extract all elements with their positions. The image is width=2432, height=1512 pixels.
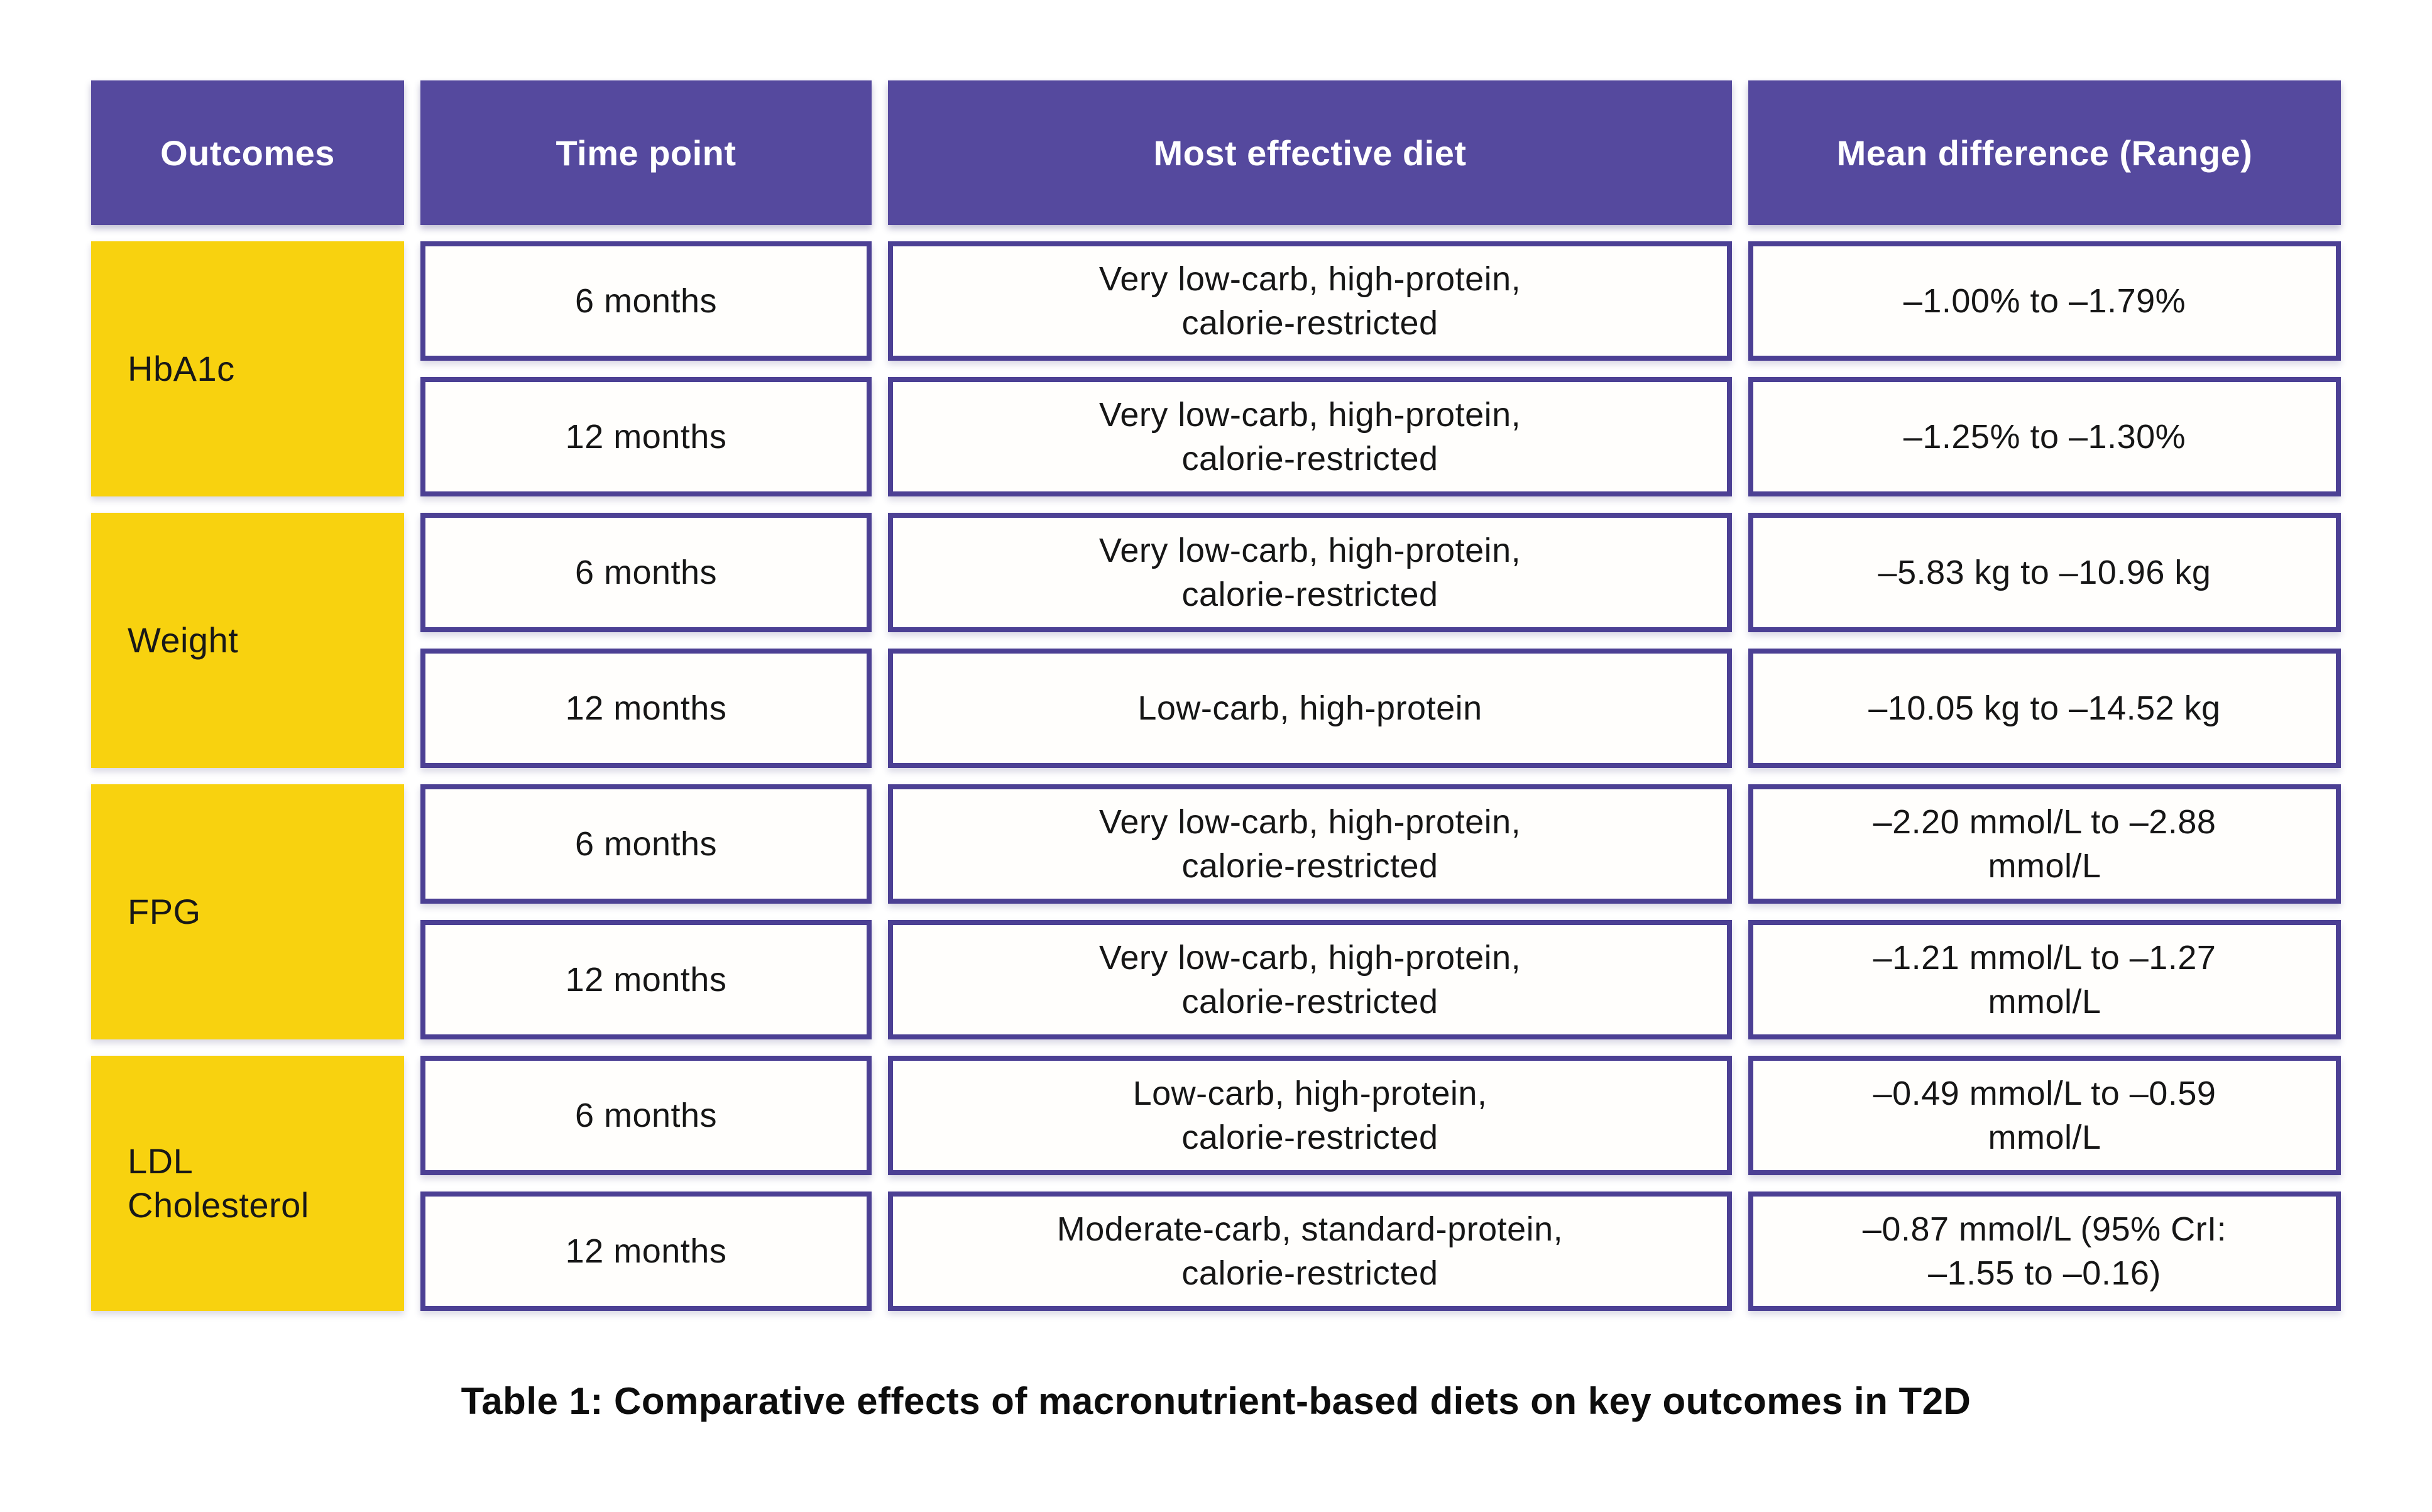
header-most-effective-diet: Most effective diet — [888, 80, 1732, 225]
cell-weight-6m-time: 6 months — [420, 513, 872, 632]
cell-weight-6m-diet: Very low-carb, high-protein, calorie-res… — [888, 513, 1732, 632]
cell-hba1c-6m-range: –1.00% to –1.79% — [1748, 241, 2341, 361]
header-time-point: Time point — [420, 80, 872, 225]
cell-ldl-12m-range: –0.87 mmol/L (95% CrI: –1.55 to –0.16) — [1748, 1192, 2341, 1311]
cell-ldl-6m-range: –0.49 mmol/L to –0.59 mmol/L — [1748, 1056, 2341, 1175]
cell-weight-12m-time: 12 months — [420, 649, 872, 768]
cell-fpg-6m-diet: Very low-carb, high-protein, calorie-res… — [888, 784, 1732, 904]
header-mean-difference-range: Mean difference (Range) — [1748, 80, 2341, 225]
cell-hba1c-12m-time: 12 months — [420, 377, 872, 496]
cell-fpg-12m-diet: Very low-carb, high-protein, calorie-res… — [888, 920, 1732, 1039]
outcome-label-hba1c: HbA1c — [91, 241, 404, 496]
cell-ldl-6m-diet: Low-carb, high-protein, calorie-restrict… — [888, 1056, 1732, 1175]
cell-hba1c-6m-diet: Very low-carb, high-protein, calorie-res… — [888, 241, 1732, 361]
header-outcomes: Outcomes — [91, 80, 404, 225]
cell-hba1c-6m-time: 6 months — [420, 241, 872, 361]
cell-fpg-12m-time: 12 months — [420, 920, 872, 1039]
cell-ldl-12m-diet: Moderate-carb, standard-protein, calorie… — [888, 1192, 1732, 1311]
outcomes-table: Outcomes Time point Most effective diet … — [91, 80, 2341, 1311]
cell-fpg-12m-range: –1.21 mmol/L to –1.27 mmol/L — [1748, 920, 2341, 1039]
cell-weight-12m-range: –10.05 kg to –14.52 kg — [1748, 649, 2341, 768]
outcome-label-fpg: FPG — [91, 784, 404, 1039]
cell-ldl-12m-time: 12 months — [420, 1192, 872, 1311]
outcome-label-weight: Weight — [91, 513, 404, 768]
table-caption: Table 1: Comparative effects of macronut… — [461, 1380, 1971, 1422]
cell-weight-6m-range: –5.83 kg to –10.96 kg — [1748, 513, 2341, 632]
cell-hba1c-12m-diet: Very low-carb, high-protein, calorie-res… — [888, 377, 1732, 496]
outcome-label-ldl-cholesterol: LDL Cholesterol — [91, 1056, 404, 1311]
cell-fpg-6m-range: –2.20 mmol/L to –2.88 mmol/L — [1748, 784, 2341, 904]
cell-weight-12m-diet: Low-carb, high-protein — [888, 649, 1732, 768]
cell-hba1c-12m-range: –1.25% to –1.30% — [1748, 377, 2341, 496]
cell-ldl-6m-time: 6 months — [420, 1056, 872, 1175]
cell-fpg-6m-time: 6 months — [420, 784, 872, 904]
